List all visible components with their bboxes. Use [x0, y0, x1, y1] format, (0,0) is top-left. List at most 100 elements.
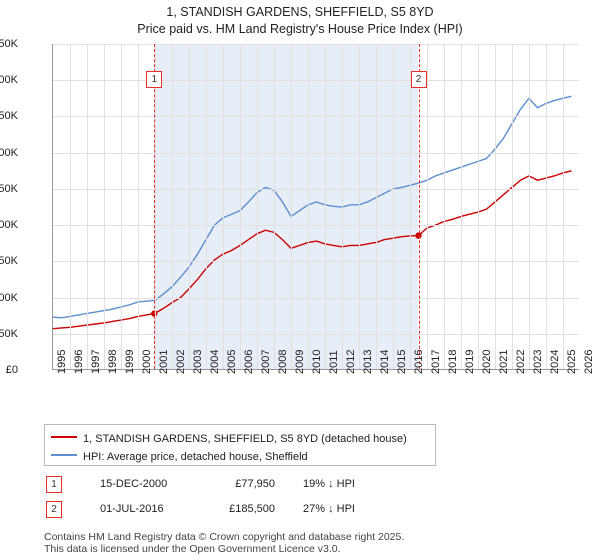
gridline-vertical: [410, 44, 411, 369]
x-axis-tick-label: 1996: [73, 349, 85, 374]
gridline-vertical: [393, 44, 394, 369]
page-title: 1, STANDISH GARDENS, SHEFFIELD, S5 8YD: [166, 5, 434, 19]
x-axis-tick-label: 2003: [192, 349, 204, 374]
gridline-vertical: [325, 44, 326, 369]
ownership-span-shading: [154, 44, 419, 369]
gridline-vertical: [155, 44, 156, 369]
gridline-vertical: [121, 44, 122, 369]
x-axis-tick-label: 2011: [328, 350, 340, 374]
y-axis-tick-label: £200K: [0, 219, 18, 232]
x-axis-tick-label: 2006: [243, 349, 255, 374]
gridline-horizontal: [53, 80, 579, 82]
gridline-vertical: [308, 44, 309, 369]
note-hpi-delta: 27% ↓ HPI: [303, 503, 355, 515]
note-price: £77,950: [235, 478, 275, 490]
gridline-vertical: [563, 44, 564, 369]
gridline-horizontal: [53, 152, 579, 154]
legend-label: 1, STANDISH GARDENS, SHEFFIELD, S5 8YD (…: [83, 433, 407, 445]
gridline-vertical: [478, 44, 479, 369]
page-subtitle: Price paid vs. HM Land Registry's House …: [137, 22, 463, 36]
y-axis-tick-label: £100K: [0, 291, 18, 304]
gridline-horizontal: [53, 261, 579, 263]
x-axis-tick-label: 2001: [158, 349, 170, 374]
x-axis-tick-label: 2025: [566, 349, 578, 374]
gridline-vertical: [189, 44, 190, 369]
note-badge-2: 2: [46, 501, 62, 518]
note-date: 15-DEC-2000: [100, 478, 168, 490]
y-axis-tick-label: £50K: [0, 327, 18, 340]
x-axis-tick-label: 2019: [464, 349, 476, 374]
x-axis-tick-label: 2023: [532, 349, 544, 374]
footer-line-2: This data is licensed under the Open Gov…: [44, 543, 341, 555]
gridline-vertical: [376, 44, 377, 369]
legend-item: HPI: Average price, detached house, Shef…: [51, 451, 308, 463]
legend-label: HPI: Average price, detached house, Shef…: [83, 451, 308, 463]
gridline-vertical: [240, 44, 241, 369]
y-axis-tick-label: £300K: [0, 146, 18, 159]
gridline-horizontal: [53, 333, 579, 335]
marker-line-2: [418, 44, 420, 369]
note-hpi-delta: 19% ↓ HPI: [303, 478, 355, 490]
x-axis-tick-label: 1998: [107, 349, 119, 374]
x-axis-tick-label: 2007: [260, 349, 272, 374]
note-badge-1: 1: [46, 476, 62, 493]
legend-swatch: [51, 454, 77, 457]
gridline-horizontal: [53, 44, 579, 45]
x-axis-tick-label: 2012: [345, 349, 357, 374]
y-axis-tick-label: £450K: [0, 38, 18, 50]
y-axis-tick-label: £350K: [0, 110, 18, 123]
x-axis-tick-label: 2024: [549, 349, 561, 374]
footer-line-1: Contains HM Land Registry data © Crown c…: [44, 531, 405, 543]
x-axis-tick-label: 2020: [481, 349, 493, 374]
x-axis-tick-label: 2018: [447, 349, 459, 374]
x-axis-tick-label: 2026: [583, 349, 595, 374]
x-axis-tick-label: 2013: [362, 349, 374, 374]
chart-legend: 1, STANDISH GARDENS, SHEFFIELD, S5 8YD (…: [44, 424, 436, 466]
plot-inner: [53, 44, 579, 369]
gridline-vertical: [427, 44, 428, 369]
gridline-vertical: [206, 44, 207, 369]
marker-line-1: [154, 44, 156, 369]
x-axis-tick-label: 2014: [379, 349, 391, 374]
note-price: £185,500: [229, 503, 275, 515]
x-axis-tick-label: 2010: [311, 349, 323, 374]
x-axis-tick-label: 2016: [413, 349, 425, 374]
legend-swatch: [51, 436, 77, 439]
gridline-horizontal: [53, 225, 579, 227]
gridline-vertical: [87, 44, 88, 369]
gridline-vertical: [257, 44, 258, 369]
gridline-vertical: [223, 44, 224, 369]
series-line-2: [53, 95, 572, 319]
gridline-vertical: [342, 44, 343, 369]
legend-item: 1, STANDISH GARDENS, SHEFFIELD, S5 8YD (…: [51, 433, 407, 445]
gridline-vertical: [274, 44, 275, 369]
gridline-vertical: [461, 44, 462, 369]
gridline-vertical: [291, 44, 292, 369]
gridline-vertical: [546, 44, 547, 369]
x-axis-tick-label: 2000: [141, 349, 153, 374]
marker-badge-1: 1: [146, 71, 163, 88]
gridline-horizontal: [53, 297, 579, 299]
x-axis-tick-label: 1999: [124, 349, 136, 374]
gridline-vertical: [70, 44, 71, 369]
x-axis-tick-label: 2004: [209, 349, 221, 374]
note-date: 01-JUL-2016: [100, 503, 164, 515]
x-axis-tick-label: 2009: [294, 349, 306, 374]
gridline-vertical: [444, 44, 445, 369]
y-axis-tick-label: £0: [5, 364, 18, 376]
gridline-horizontal: [53, 116, 579, 118]
gridline-vertical: [104, 44, 105, 369]
x-axis-tick-label: 2015: [396, 349, 408, 374]
x-axis-tick-label: 2022: [515, 349, 527, 374]
series-line-1: [53, 170, 572, 330]
series-canvas: [53, 95, 572, 330]
x-axis-tick-label: 1995: [56, 349, 68, 374]
gridline-vertical: [172, 44, 173, 369]
x-axis-tick-label: 2008: [277, 349, 289, 374]
y-axis-tick-label: £150K: [0, 255, 18, 268]
x-axis-tick-label: 2002: [175, 349, 187, 374]
gridline-vertical: [138, 44, 139, 369]
gridline-vertical: [359, 44, 360, 369]
x-axis-tick-label: 2005: [226, 349, 238, 374]
